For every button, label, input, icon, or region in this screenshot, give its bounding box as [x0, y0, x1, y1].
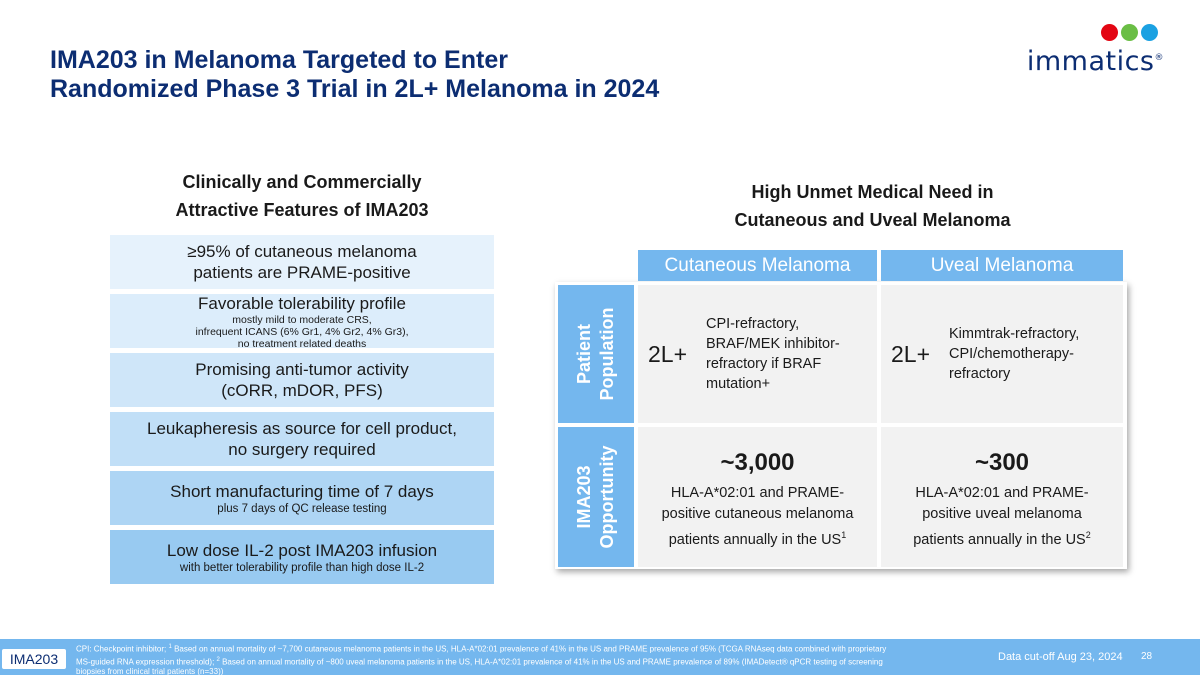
- feature-text: Favorable tolerability profile: [198, 293, 406, 313]
- opportunity-description: HLA-A*02:01 and PRAME- positive cutaneou…: [662, 483, 854, 551]
- column-header-uveal: Uveal Melanoma: [881, 250, 1123, 281]
- program-tag: IMA203: [2, 649, 66, 669]
- row-label-line: Patient: [574, 324, 594, 385]
- immatics-logo: immatics®: [1027, 24, 1164, 77]
- logo-dot-red: [1101, 24, 1118, 41]
- feature-text: patients are PRAME-positive: [193, 263, 411, 282]
- feature-text: Low dose IL-2 post IMA203 infusion: [166, 540, 438, 560]
- features-list: ≥95% of cutaneous melanoma patients are …: [110, 235, 494, 589]
- population-description: CPI-refractory, BRAF/MEK inhibitor- refr…: [706, 314, 840, 394]
- opportunity-text: positive uveal melanoma: [922, 506, 1082, 522]
- features-heading-line-1: Clinically and Commercially: [182, 172, 422, 192]
- feature-leukapheresis: Leukapheresis as source for cell product…: [110, 412, 494, 466]
- logo-dot-blue: [1141, 24, 1158, 41]
- row-label-text: Patient Population: [573, 308, 619, 401]
- features-heading: Clinically and Commercially Attractive F…: [110, 168, 494, 224]
- row-label-line: IMA203: [574, 465, 594, 529]
- feature-tolerability: Favorable tolerability profile mostly mi…: [110, 293, 494, 350]
- feature-subtext: with better tolerability profile than hi…: [179, 561, 425, 574]
- feature-text: ≥95% of cutaneous melanoma: [187, 242, 417, 261]
- feature-subtext: infrequent ICANS (6% Gr1, 4% Gr2, 4% Gr3…: [195, 325, 409, 338]
- feature-text: Promising anti-tumor activity: [195, 360, 409, 379]
- population-text: refractory if BRAF: [706, 356, 822, 372]
- feature-text: Leukapheresis as source for cell product…: [147, 419, 457, 438]
- population-text: refractory: [949, 366, 1011, 382]
- slide-title-line-2: Randomized Phase 3 Trial in 2L+ Melanoma…: [50, 75, 660, 103]
- logo-dots-icon: [1101, 24, 1158, 44]
- feature-subtext: no treatment related deaths: [237, 337, 367, 350]
- feature-subtext: mostly mild to moderate CRS,: [232, 313, 372, 326]
- unmet-need-heading-line-2: Cutaneous and Uveal Melanoma: [734, 210, 1011, 230]
- row-label-line: Population: [597, 307, 617, 401]
- logo-wordmark: immatics®: [1026, 46, 1164, 77]
- population-text: CPI-refractory,: [706, 316, 800, 332]
- cell-uveal-opportunity: ~300 HLA-A*02:01 and PRAME- positive uve…: [881, 427, 1123, 567]
- opportunity-text: HLA-A*02:01 and PRAME-: [670, 485, 845, 501]
- unmet-need-heading-line-1: High Unmet Medical Need in: [751, 182, 994, 202]
- patient-count: ~300: [974, 449, 1030, 476]
- population-text: BRAF/MEK inhibitor-: [706, 336, 840, 352]
- population-text: Kimmtrak-refractory,: [949, 326, 1080, 342]
- column-header-cutaneous: Cutaneous Melanoma: [638, 250, 877, 281]
- feature-anti-tumor-activity: Promising anti-tumor activity (cORR, mDO…: [110, 353, 494, 407]
- feature-subtext: plus 7 days of QC release testing: [217, 502, 387, 515]
- footer-bar: IMA203 CPI: Checkpoint inhibitor; 1 Base…: [0, 639, 1200, 675]
- line-of-therapy: 2L+: [648, 340, 688, 367]
- population-description: Kimmtrak-refractory, CPI/chemotherapy- r…: [949, 324, 1079, 384]
- slide-title: IMA203 in Melanoma Targeted to Enter Ran…: [50, 46, 950, 104]
- feature-low-dose-il2: Low dose IL-2 post IMA203 infusion with …: [110, 530, 494, 584]
- opportunity-description: HLA-A*02:01 and PRAME- positive uveal me…: [913, 483, 1091, 551]
- cell-cutaneous-opportunity: ~3,000 HLA-A*02:01 and PRAME- positive c…: [638, 427, 877, 567]
- patient-count: ~3,000: [720, 449, 795, 476]
- population-text: CPI/chemotherapy-: [949, 346, 1074, 362]
- opportunity-text: HLA-A*02:01 and PRAME-: [915, 485, 1089, 501]
- cell-cutaneous-population: 2L+ CPI-refractory, BRAF/MEK inhibitor- …: [638, 285, 877, 423]
- page-number: 28: [1141, 651, 1153, 662]
- opportunity-text: patients annually in the US2: [913, 530, 1091, 548]
- feature-text: Short manufacturing time of 7 days: [170, 481, 434, 501]
- feature-prame-positive: ≥95% of cutaneous melanoma patients are …: [110, 235, 494, 289]
- row-label-ima203-opportunity: IMA203 Opportunity: [558, 427, 634, 567]
- row-label-text: IMA203 Opportunity: [573, 446, 619, 549]
- line-of-therapy: 2L+: [891, 340, 931, 367]
- unmet-need-heading: High Unmet Medical Need in Cutaneous and…: [620, 178, 1125, 234]
- feature-text: no surgery required: [228, 440, 376, 459]
- logo-dot-green: [1121, 24, 1138, 41]
- features-heading-line-2: Attractive Features of IMA203: [175, 200, 429, 220]
- row-label-line: Opportunity: [597, 445, 617, 549]
- population-text: mutation+: [706, 376, 771, 392]
- opportunity-text: patients annually in the US1: [668, 530, 847, 548]
- data-cutoff-date: Data cut-off Aug 23, 2024: [998, 651, 1123, 663]
- feature-text: (cORR, mDOR, PFS): [221, 381, 383, 400]
- cell-uveal-population: 2L+ Kimmtrak-refractory, CPI/chemotherap…: [881, 285, 1123, 423]
- opportunity-text: positive cutaneous melanoma: [661, 506, 854, 522]
- slide-title-line-1: IMA203 in Melanoma Targeted to Enter: [50, 46, 508, 74]
- row-label-patient-population: Patient Population: [558, 285, 634, 423]
- footnote: CPI: Checkpoint inhibitor; 1 Based on an…: [76, 644, 887, 675]
- feature-manufacturing-time: Short manufacturing time of 7 days plus …: [110, 471, 494, 525]
